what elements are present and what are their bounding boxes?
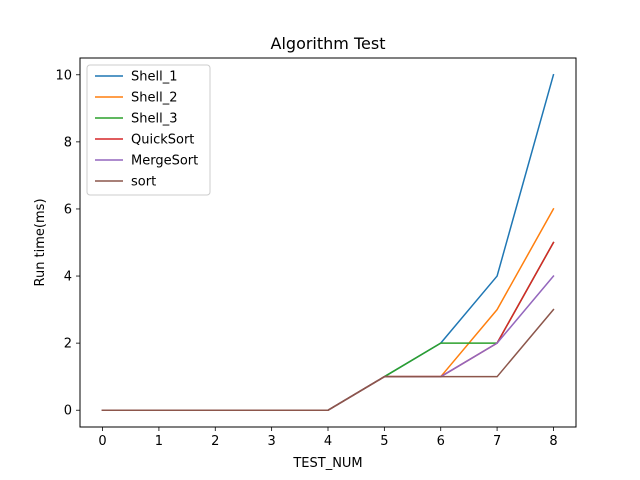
y-tick-label: 0 <box>64 404 72 419</box>
x-tick-label: 6 <box>437 434 445 449</box>
x-tick-label: 1 <box>155 434 163 449</box>
x-tick-label: 4 <box>324 434 332 449</box>
x-axis-ticks: 0 1 2 3 4 5 6 7 8 <box>98 427 558 449</box>
legend-label: sort <box>131 175 156 190</box>
x-tick-label: 7 <box>493 434 501 449</box>
legend-label: MergeSort <box>131 154 198 169</box>
series-lines <box>101 73 555 411</box>
x-tick-label: 2 <box>211 434 219 449</box>
y-tick-label: 2 <box>64 337 72 352</box>
x-tick-label: 5 <box>380 434 388 449</box>
y-tick-label: 6 <box>64 202 72 217</box>
legend-label: Shell_1 <box>131 70 177 85</box>
y-axis-label: Run time(ms) <box>33 198 48 286</box>
legend-label: Shell_3 <box>131 112 177 127</box>
legend: Shell_1 Shell_2 Shell_3 QuickSort MergeSort s… <box>86 64 211 196</box>
series-line-sort <box>101 308 555 411</box>
x-tick-label: 8 <box>549 434 557 449</box>
y-tick-label: 8 <box>64 135 72 150</box>
series-line-quicksort <box>101 241 555 411</box>
x-tick-label: 0 <box>98 434 106 449</box>
x-tick-label: 3 <box>267 434 275 449</box>
y-tick-label: 4 <box>64 270 72 285</box>
legend-label: Shell_2 <box>131 91 177 106</box>
series-line-shell-2 <box>101 207 555 411</box>
y-axis-ticks: 0 2 4 6 8 10 <box>55 68 80 419</box>
series-line-shell-3 <box>101 241 555 411</box>
x-axis-label: TEST_NUM <box>292 456 362 471</box>
legend-label: QuickSort <box>131 133 194 148</box>
chart-title: Algorithm Test <box>271 34 386 53</box>
y-tick-label: 10 <box>55 68 72 83</box>
